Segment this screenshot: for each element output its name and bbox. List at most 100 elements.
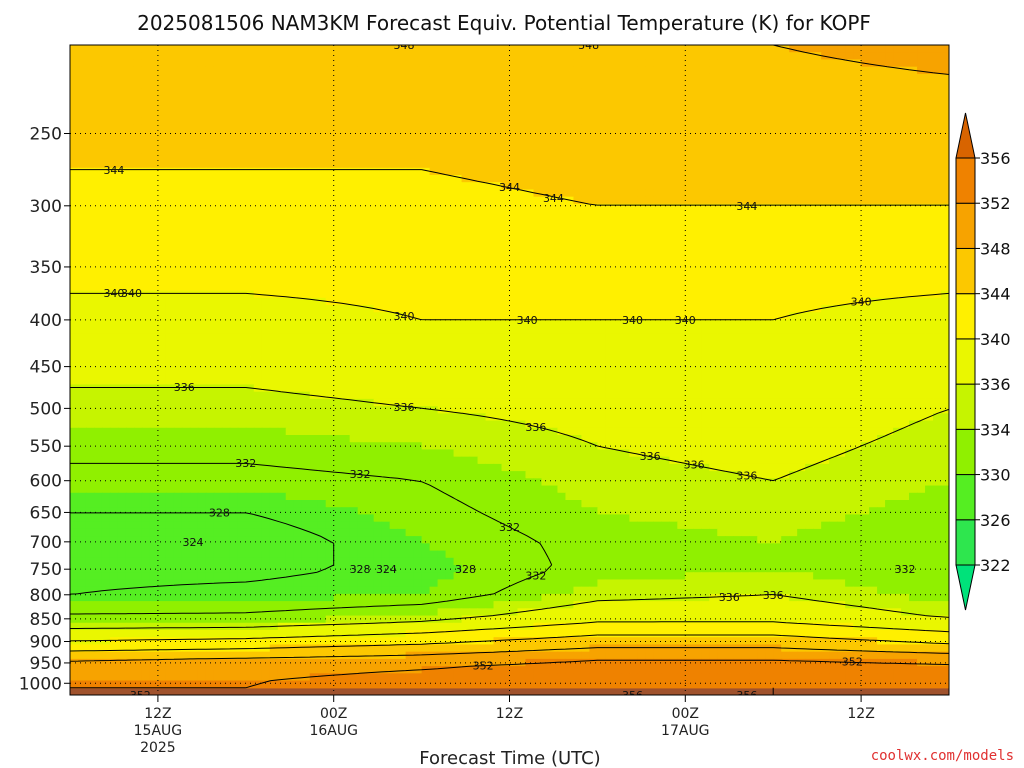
field-cell [85, 182, 95, 191]
field-cell [493, 261, 503, 270]
field-cell [229, 153, 239, 162]
field-cell [789, 95, 798, 104]
field-cell [229, 268, 239, 277]
field-cell [941, 131, 949, 140]
field-cell [469, 110, 479, 118]
field-cell [197, 326, 207, 335]
field-cell [117, 211, 127, 219]
field-cell [333, 326, 343, 335]
field-cell [397, 355, 407, 364]
field-cell [469, 131, 479, 140]
field-cell [717, 326, 726, 335]
field-cell [485, 124, 495, 133]
field-cell [861, 102, 870, 111]
field-cell [605, 261, 614, 270]
field-cell [157, 59, 167, 68]
field-cell [341, 59, 351, 68]
field-cell [325, 117, 335, 126]
field-cell [70, 218, 79, 227]
field-cell [293, 261, 303, 270]
field-cell [909, 211, 918, 219]
field-cell [909, 305, 918, 313]
field-cell [293, 124, 303, 133]
field-cell [493, 52, 503, 61]
field-cell [773, 203, 782, 212]
field-cell [781, 283, 790, 292]
field-cell [925, 333, 934, 342]
field-cell [109, 261, 119, 270]
field-cell [901, 341, 910, 349]
field-cell [421, 203, 431, 212]
field-cell [869, 88, 878, 97]
field-cell [117, 81, 127, 89]
field-cell [933, 153, 942, 162]
field-cell [885, 261, 894, 270]
field-cell [741, 196, 750, 205]
field-cell [485, 102, 495, 111]
field-cell [749, 203, 758, 212]
field-cell [541, 196, 551, 205]
field-cell [725, 88, 734, 97]
field-cell [85, 124, 95, 133]
field-cell [189, 247, 199, 256]
field-cell [637, 348, 646, 357]
field-cell [173, 211, 183, 219]
field-cell [469, 341, 479, 349]
field-cell [469, 290, 479, 299]
field-cell [861, 138, 870, 147]
field-cell [317, 326, 327, 335]
field-cell [901, 131, 910, 140]
field-cell [717, 232, 726, 241]
field-cell [125, 66, 135, 75]
field-cell [933, 232, 942, 241]
field-cell [861, 167, 870, 176]
field-cell [253, 52, 263, 61]
field-cell [789, 297, 798, 306]
field-cell [341, 146, 351, 154]
field-cell [869, 52, 878, 61]
field-cell [781, 326, 790, 335]
field-cell [605, 225, 614, 234]
field-cell [621, 203, 630, 212]
field-cell [917, 355, 926, 364]
field-cell [77, 290, 87, 299]
field-cell [629, 333, 638, 342]
field-cell [805, 355, 814, 364]
field-cell [469, 305, 479, 313]
field-cell [845, 146, 854, 154]
field-cell [845, 138, 854, 147]
field-cell [653, 362, 662, 371]
field-cell [109, 117, 119, 126]
field-cell [509, 153, 519, 162]
field-cell [709, 276, 718, 284]
field-cell [925, 102, 934, 111]
field-cell [813, 45, 822, 53]
field-cell [277, 59, 287, 68]
field-cell [333, 276, 343, 284]
field-cell [605, 196, 614, 205]
field-cell [429, 370, 439, 378]
field-cell [565, 81, 575, 89]
field-cell [717, 305, 726, 313]
field-cell [85, 247, 95, 256]
field-cell [381, 196, 391, 205]
field-cell [477, 240, 487, 248]
field-cell [845, 110, 854, 118]
field-cell [909, 232, 918, 241]
field-cell [709, 189, 718, 198]
field-cell [461, 232, 471, 241]
field-cell [685, 59, 694, 68]
field-cell [269, 297, 279, 306]
field-cell [149, 232, 159, 241]
field-cell [757, 167, 766, 176]
field-cell [813, 203, 822, 212]
field-cell [605, 45, 614, 53]
field-cell [349, 175, 359, 183]
field-cell [221, 312, 231, 321]
field-cell [493, 110, 503, 118]
field-cell [269, 167, 279, 176]
field-cell [189, 167, 199, 176]
field-cell [421, 45, 431, 53]
field-cell [869, 326, 878, 335]
field-cell [773, 225, 782, 234]
